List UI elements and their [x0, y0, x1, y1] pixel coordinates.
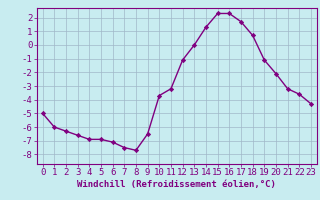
X-axis label: Windchill (Refroidissement éolien,°C): Windchill (Refroidissement éolien,°C)	[77, 180, 276, 189]
